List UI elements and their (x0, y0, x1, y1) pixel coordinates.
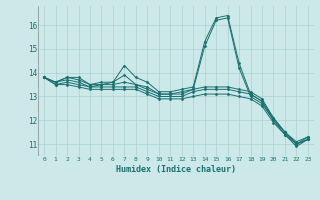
X-axis label: Humidex (Indice chaleur): Humidex (Indice chaleur) (116, 165, 236, 174)
